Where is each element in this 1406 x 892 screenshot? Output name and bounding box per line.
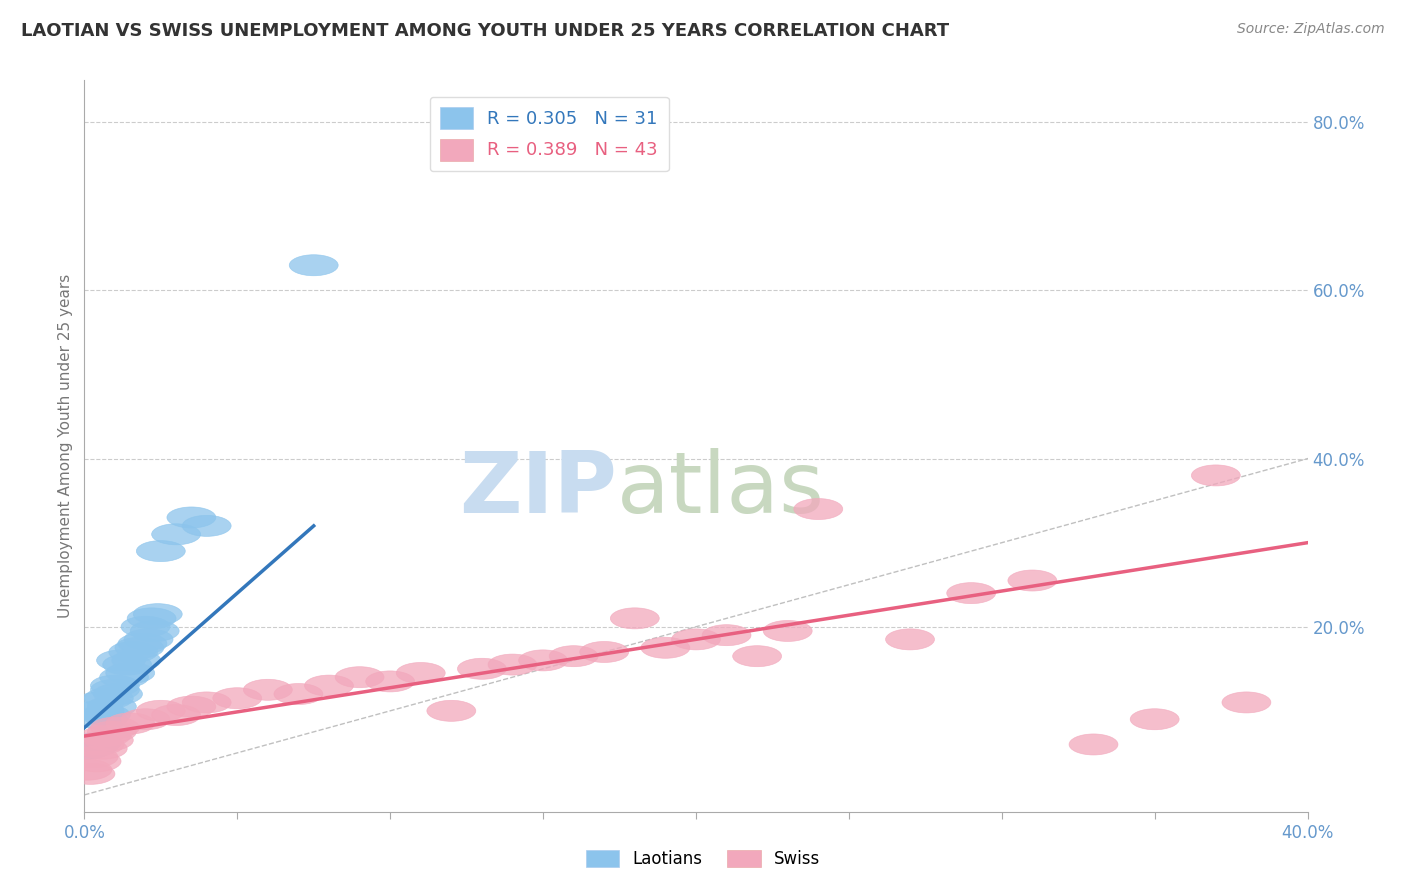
Ellipse shape [87,696,136,717]
Ellipse shape [1130,709,1180,730]
Ellipse shape [396,663,446,683]
Ellipse shape [641,637,690,658]
Ellipse shape [79,739,127,759]
Legend: Laotians, Swiss: Laotians, Swiss [579,843,827,875]
Ellipse shape [84,688,134,709]
Ellipse shape [118,633,167,654]
Ellipse shape [366,671,415,692]
Ellipse shape [87,722,136,742]
Legend: R = 0.305   N = 31, R = 0.389   N = 43: R = 0.305 N = 31, R = 0.389 N = 43 [430,96,669,171]
Ellipse shape [121,616,170,637]
Ellipse shape [152,524,201,545]
Ellipse shape [457,658,506,680]
Ellipse shape [610,607,659,629]
Ellipse shape [105,663,155,683]
Ellipse shape [136,700,186,722]
Ellipse shape [124,629,173,650]
Text: Source: ZipAtlas.com: Source: ZipAtlas.com [1237,22,1385,37]
Ellipse shape [108,641,157,663]
Text: LAOTIAN VS SWISS UNEMPLOYMENT AMONG YOUTH UNDER 25 YEARS CORRELATION CHART: LAOTIAN VS SWISS UNEMPLOYMENT AMONG YOUT… [21,22,949,40]
Ellipse shape [1222,692,1271,713]
Ellipse shape [90,675,139,696]
Ellipse shape [212,688,262,709]
Ellipse shape [72,732,121,753]
Ellipse shape [488,654,537,675]
Ellipse shape [702,624,751,646]
Ellipse shape [105,713,155,734]
Ellipse shape [243,680,292,700]
Ellipse shape [127,607,176,629]
Ellipse shape [66,734,115,755]
Ellipse shape [733,646,782,666]
Ellipse shape [131,621,179,641]
Ellipse shape [305,675,353,696]
Ellipse shape [290,255,339,276]
Ellipse shape [69,747,118,768]
Ellipse shape [82,705,131,725]
Ellipse shape [90,680,139,700]
Ellipse shape [75,692,124,713]
Ellipse shape [167,507,217,528]
Ellipse shape [1191,465,1240,486]
Y-axis label: Unemployment Among Youth under 25 years: Unemployment Among Youth under 25 years [58,274,73,618]
Ellipse shape [115,637,165,658]
Ellipse shape [134,604,183,624]
Ellipse shape [335,666,384,688]
Text: ZIP: ZIP [458,449,616,532]
Ellipse shape [72,751,121,772]
Ellipse shape [183,516,231,536]
Ellipse shape [100,666,149,688]
Ellipse shape [63,739,112,759]
Ellipse shape [66,764,115,784]
Ellipse shape [886,629,935,650]
Ellipse shape [550,646,598,666]
Ellipse shape [1008,570,1057,591]
Ellipse shape [97,650,146,671]
Ellipse shape [519,650,568,671]
Ellipse shape [152,705,201,725]
Text: atlas: atlas [616,449,824,532]
Ellipse shape [112,650,160,671]
Ellipse shape [136,541,186,562]
Ellipse shape [579,641,628,663]
Ellipse shape [183,692,231,713]
Ellipse shape [75,700,124,722]
Ellipse shape [672,629,720,650]
Ellipse shape [167,696,217,717]
Ellipse shape [75,734,124,755]
Ellipse shape [82,725,131,747]
Ellipse shape [946,582,995,604]
Ellipse shape [427,700,475,722]
Ellipse shape [1069,734,1118,755]
Ellipse shape [121,709,170,730]
Ellipse shape [794,499,842,519]
Ellipse shape [763,621,813,641]
Ellipse shape [90,717,139,739]
Ellipse shape [69,736,118,756]
Ellipse shape [79,709,127,730]
Ellipse shape [84,730,134,751]
Ellipse shape [274,683,323,705]
Ellipse shape [103,654,152,675]
Ellipse shape [63,759,112,780]
Ellipse shape [94,683,142,705]
